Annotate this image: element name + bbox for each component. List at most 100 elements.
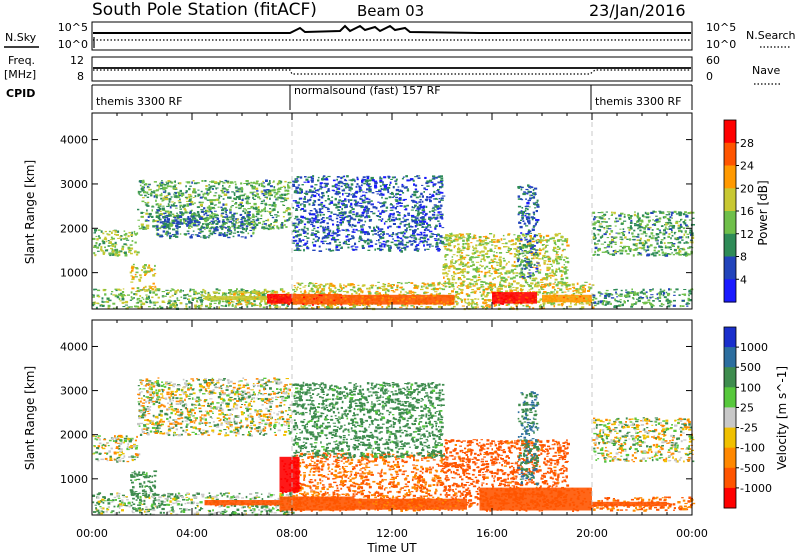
power-scatter-cell — [165, 181, 168, 183]
power-scatter-cell — [347, 199, 350, 201]
power-scatter-cell — [359, 205, 363, 207]
power-scatter-cell — [159, 194, 163, 197]
power-scatter-cell — [537, 241, 541, 243]
power-scatter-cell — [222, 222, 225, 225]
power-scatter-cell — [198, 296, 201, 299]
power-scatter-cell — [386, 233, 389, 235]
power-scatter-cell — [166, 182, 170, 185]
power-scatter-cell — [390, 203, 393, 205]
power-scatter-cell — [122, 237, 125, 239]
power-scatter-cell — [320, 240, 324, 243]
power-scatter-cell — [490, 262, 494, 264]
power-scatter-cell — [476, 266, 478, 269]
power-scatter-cell — [464, 242, 467, 245]
power-scatter-cell — [208, 229, 212, 233]
power-scatter-cell — [342, 218, 345, 220]
power-scatter-cell — [537, 269, 539, 272]
power-scatter-cell — [379, 177, 383, 180]
power-scatter-cell — [122, 238, 126, 240]
power-scatter-cell — [341, 216, 344, 219]
power-scatter-cell — [466, 240, 468, 243]
power-scatter-cell — [190, 234, 194, 236]
power-scatter-cell — [471, 301, 475, 304]
power-scatter-cell — [148, 290, 152, 292]
power-scatter-cell — [344, 211, 347, 214]
power-scatter-cell — [383, 176, 387, 179]
power-scatter-cell — [302, 229, 305, 232]
power-scatter-cell — [366, 180, 369, 183]
power-scatter-cell — [177, 215, 180, 218]
power-scatter-cell — [504, 285, 507, 288]
power-scatter-cell — [223, 221, 227, 223]
power-scatter-cell — [493, 261, 496, 263]
power-scatter-cell — [494, 291, 497, 293]
power-scatter-cell — [318, 286, 321, 289]
power-scatter-cell — [111, 245, 115, 248]
power-scatter-cell — [562, 281, 566, 284]
power-scatter-cell — [245, 225, 249, 228]
power-scatter-cell — [164, 197, 169, 201]
power-scatter-cell — [340, 221, 343, 224]
power-scatter-cell — [582, 290, 586, 293]
power-scatter-cell — [246, 200, 249, 203]
power-scatter-cell — [486, 292, 490, 294]
power-scatter-cell — [487, 299, 491, 302]
power-scatter-cell — [318, 208, 322, 210]
power-scatter-cell — [141, 225, 144, 228]
power-scatter-cell — [461, 291, 464, 294]
power-scatter-cell — [299, 219, 302, 222]
power-scatter-cell — [205, 185, 208, 188]
power-scatter-cell — [296, 204, 300, 207]
power-scatter-cell — [230, 231, 233, 234]
power-scatter-cell — [338, 290, 342, 292]
power-scatter-cell — [364, 233, 367, 235]
power-scatter-cell — [174, 188, 178, 190]
power-scatter-cell — [312, 224, 314, 228]
power-scatter-cell — [256, 294, 259, 296]
power-scatter-cell — [377, 215, 382, 218]
power-scatter-cell — [546, 269, 550, 272]
power-scatter-cell — [206, 217, 210, 220]
power-scatter-cell — [392, 232, 394, 235]
power-scatter-cell — [496, 239, 500, 242]
power-scatter-cell — [167, 292, 170, 294]
power-scatter-cell — [493, 258, 496, 260]
power-scatter-cell — [280, 186, 283, 188]
power-scatter-cell — [414, 221, 417, 224]
power-scatter-cell — [442, 272, 446, 275]
power-scatter-cell — [276, 225, 279, 228]
power-scatter-cell — [282, 216, 285, 218]
power-scatter-cell — [431, 245, 434, 247]
power-scatter-cell — [377, 231, 379, 234]
power-scatter-cell — [337, 288, 341, 291]
power-scatter-cell — [534, 284, 537, 286]
power-scatter-cell — [489, 284, 492, 287]
power-scatter-cell — [531, 228, 535, 231]
power-scatter-cell — [447, 270, 451, 272]
power-scatter-cell — [151, 209, 153, 212]
power-scatter-cell — [493, 267, 497, 269]
power-scatter-cell — [189, 212, 192, 214]
power-scatter-cell — [433, 211, 436, 214]
power-scatter-cell — [164, 295, 167, 297]
power-scatter-cell — [560, 254, 563, 257]
power-scatter-cell — [486, 293, 489, 297]
power-scatter-cell — [329, 202, 332, 204]
power-scatter-cell — [526, 240, 529, 244]
power-scatter-cell — [114, 241, 117, 244]
power-scatter-cell — [226, 219, 230, 221]
power-scatter-cell — [235, 226, 237, 229]
power-scatter-cell — [101, 240, 105, 243]
power-scatter-cell — [396, 235, 399, 239]
power-scatter-cell — [407, 214, 411, 216]
power-scatter-cell — [292, 242, 296, 244]
power-scatter-cell — [524, 205, 529, 207]
power-scatter-cell — [444, 285, 447, 288]
power-scatter-cell — [141, 269, 143, 272]
power-scatter-cell — [285, 209, 288, 212]
power-scatter-cell — [362, 201, 366, 204]
power-scatter-cell — [349, 190, 352, 192]
power-scatter-cell — [311, 177, 314, 180]
power-scatter-cell — [538, 249, 542, 252]
power-scatter-cell — [357, 201, 360, 204]
